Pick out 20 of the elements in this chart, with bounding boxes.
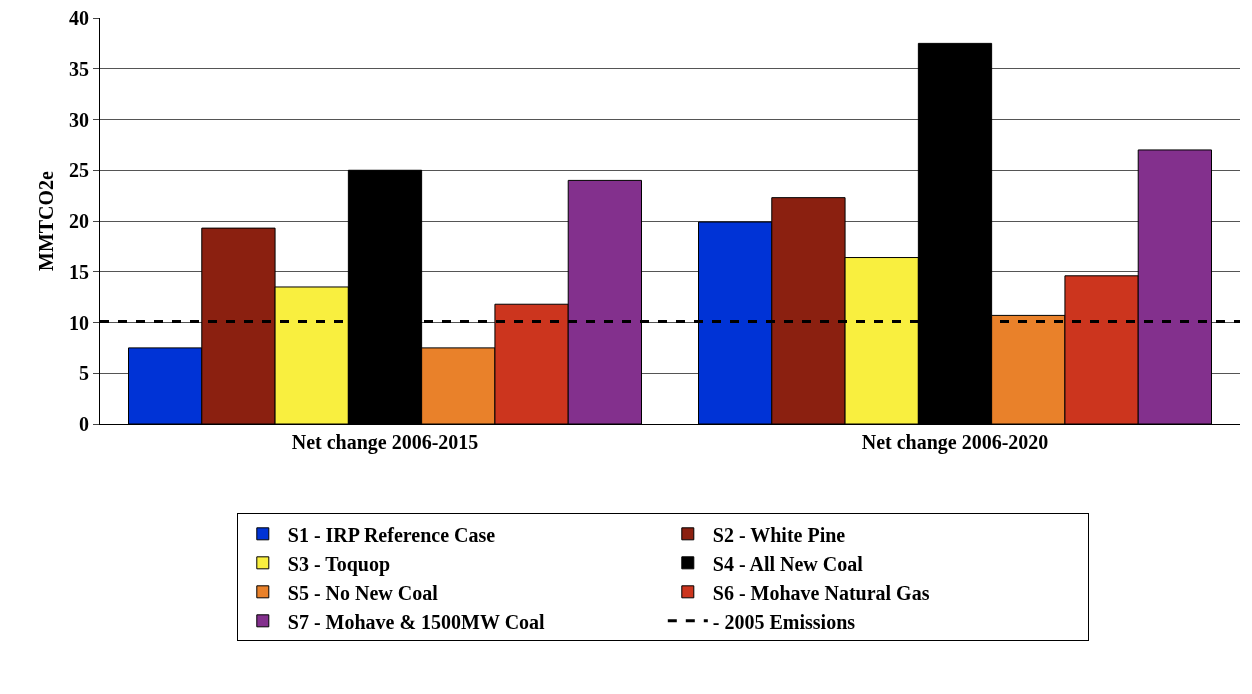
legend-label: S1 - IRP Reference Case bbox=[287, 523, 496, 546]
x-tick-label: Net change 2006-2015 bbox=[291, 431, 479, 454]
y-tick-label: 10 bbox=[69, 311, 89, 334]
y-tick-label: 0 bbox=[79, 413, 89, 435]
y-tick-label: 5 bbox=[79, 362, 89, 385]
legend-label: S4 - All New Coal bbox=[712, 552, 864, 575]
legend-label: S3 - Toquop bbox=[287, 552, 391, 576]
y-tick-label: 15 bbox=[69, 260, 89, 283]
legend-label: S5 - No New Coal bbox=[287, 581, 439, 604]
y-tick-label: 20 bbox=[69, 210, 89, 232]
y-tick-label: 30 bbox=[69, 108, 89, 131]
y-tick-label: 25 bbox=[69, 159, 89, 182]
y-tick-label: 35 bbox=[69, 57, 89, 80]
legend-label: S2 - White Pine bbox=[712, 523, 846, 546]
legend-label: - 2005 Emissions bbox=[712, 610, 856, 633]
x-tick-label: Net change 2006-2020 bbox=[861, 431, 1049, 454]
y-axis-title: MMTCO2e bbox=[34, 170, 57, 271]
legend-label: S7 - Mohave & 1500MW Coal bbox=[287, 610, 546, 633]
legend-label: S6 - Mohave Natural Gas bbox=[712, 581, 930, 604]
y-tick-label: 40 bbox=[69, 7, 89, 29]
